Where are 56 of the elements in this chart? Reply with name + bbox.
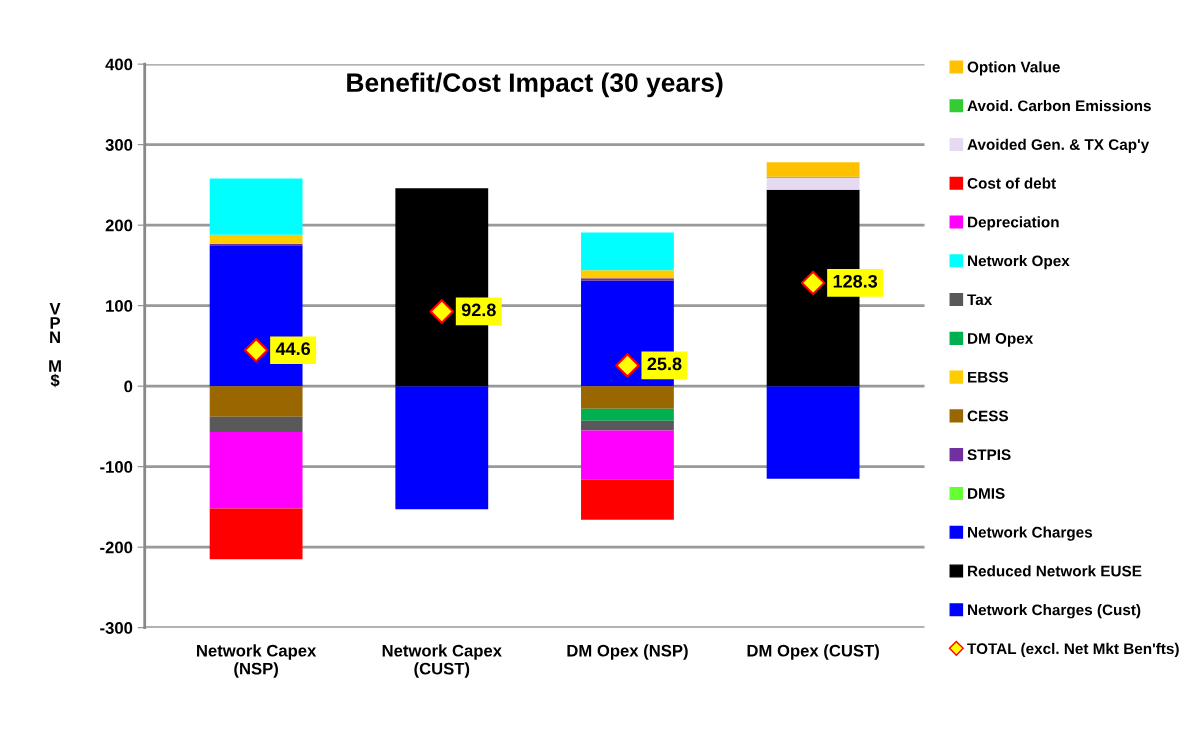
bar [581,420,674,431]
y-tick-label: 0 [124,380,133,393]
bar [581,430,674,480]
bar [766,177,860,190]
y-tick-label: 200 [105,219,133,232]
point [615,353,640,378]
bar [766,386,860,479]
y-tick-label: 300 [105,139,133,151]
x-tick-label: DM Opex (NSP) [567,644,688,660]
bar [209,432,303,509]
legend-label: DM Opex [968,332,1034,347]
bar [581,232,674,271]
legend-label: CESS [967,410,1009,422]
legend-label: Network Charges (Cust) [968,604,1141,619]
bar [581,479,674,520]
legend-label: STPIS [967,449,1011,461]
y-tick-label: -100 [100,461,133,473]
legend-label: DMIS [968,488,1005,499]
bar [209,178,303,235]
x-tick-label: DM Opex (CUST) [747,644,879,660]
legend-label: Avoided Gen. & TX Cap'y [967,138,1150,153]
x-tick-label: Network Capex (NSP) [197,644,317,678]
bar [209,416,303,433]
point [243,338,269,363]
bar [581,278,674,281]
x-tick-label: Network Capex (CUST) [382,644,502,678]
bar [395,386,489,510]
legend-label: TOTAL (excl. Net Mkt Ben'fts) [967,642,1179,658]
y-tick-label: -300 [100,622,133,634]
legend-label: Option Value [967,61,1060,76]
legend-label: Network Charges [968,526,1093,541]
data-label: 92.8 [461,303,496,317]
legend-label: Depreciation [968,216,1059,231]
bar [209,508,303,560]
y-tick-label: 100 [106,300,133,312]
legend-label: EBSS [968,371,1009,383]
y-tick-label: 400 [105,58,133,71]
legend-label: Cost of debt [967,177,1056,189]
data-label: 128.3 [833,274,878,288]
legend-label: Reduced Network EUSE [968,565,1142,577]
point [800,270,826,296]
bar [581,408,674,421]
data-label: 25.8 [647,357,682,371]
y-tick-label: -200 [100,541,133,554]
bar [209,386,303,417]
bar [581,270,674,279]
bar [209,234,303,244]
chart-title: Benefit/Cost Impact (30 years) [347,72,723,98]
bar [581,386,674,409]
legend-label: Network Opex [968,255,1070,270]
bar [766,162,860,177]
y-axis-title: VPN M$ [49,302,61,388]
point [429,299,455,324]
data-label: 44.6 [275,342,311,356]
legend-label: Avoid. Carbon Emissions [967,99,1151,112]
legend-label: Tax [967,294,993,306]
